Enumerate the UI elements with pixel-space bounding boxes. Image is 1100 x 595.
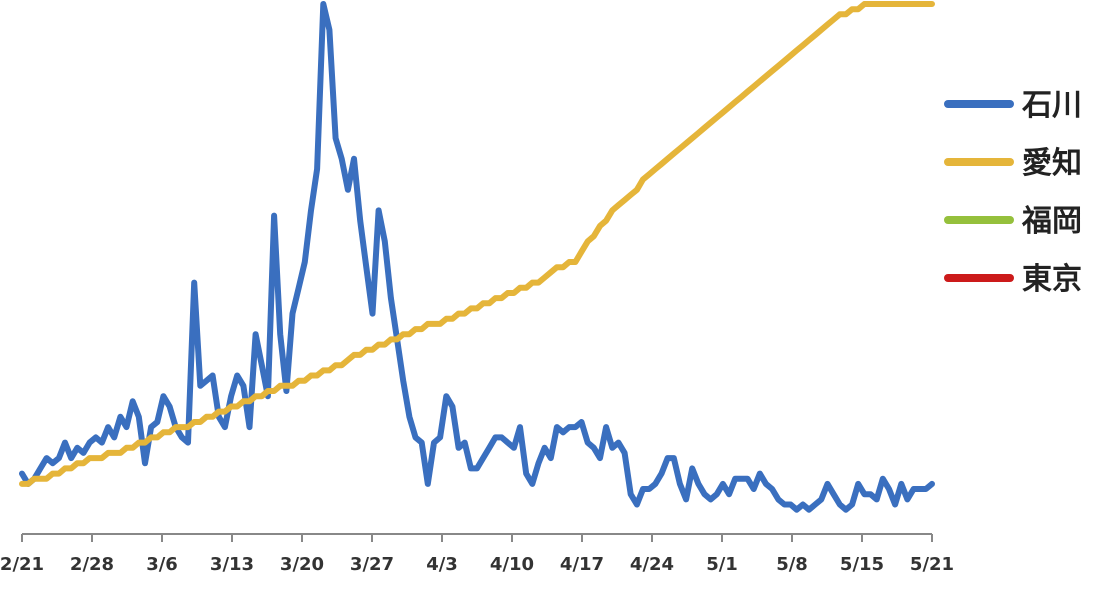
x-tick-label: 5/1 xyxy=(706,554,738,575)
x-tick-label: 3/20 xyxy=(280,554,324,575)
x-tick-label: 5/15 xyxy=(840,554,884,575)
x-axis-ticks: 2/21 2/28 3/6 3/13 3/20 3/27 4/3 4/10 4/17 4/24 5/… xyxy=(0,534,954,575)
x-tick-label: 4/24 xyxy=(630,554,674,575)
x-tick-label: 5/21 xyxy=(910,554,954,575)
x-tick-label: 5/8 xyxy=(776,554,808,575)
legend-label: 石川 xyxy=(1021,88,1082,123)
x-tick-label: 3/13 xyxy=(210,554,254,575)
x-tick-label: 2/21 xyxy=(0,554,44,575)
x-tick-label: 3/6 xyxy=(146,554,178,575)
series-line-1 xyxy=(19,1,935,487)
x-tick-label: 4/3 xyxy=(426,554,458,575)
series-line-0 xyxy=(19,1,935,513)
legend-label: 東京 xyxy=(1022,262,1082,297)
series-lines xyxy=(19,1,935,513)
x-tick-label: 3/27 xyxy=(350,554,394,575)
legend-label: 愛知 xyxy=(1022,146,1082,181)
x-tick-label: 4/10 xyxy=(490,554,534,575)
x-tick-label: 2/28 xyxy=(70,554,114,575)
legend-label: 福岡 xyxy=(1021,204,1082,239)
x-tick-label: 4/17 xyxy=(560,554,604,575)
